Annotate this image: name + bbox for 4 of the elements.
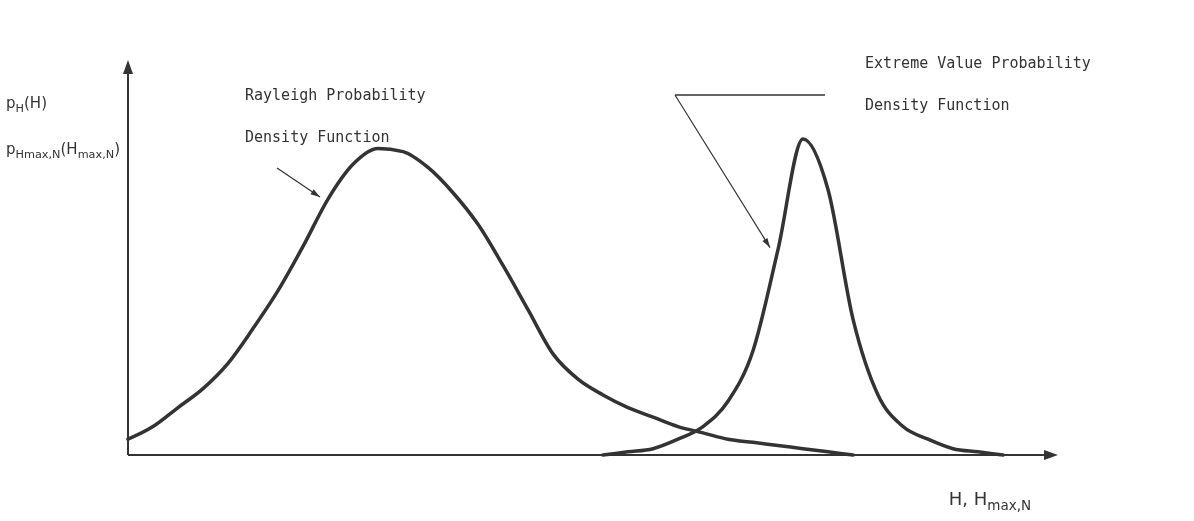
text: p$_{H}$(H) p$_{Hmax,N}$(H$_{max,N}$) xyxy=(6,94,121,161)
text: Rayleigh Probability Density Function xyxy=(245,86,426,146)
x-axis-title: H, H$_{max,N}$ xyxy=(948,488,1032,513)
text: Extreme Value Probability Density Function xyxy=(865,54,1091,114)
